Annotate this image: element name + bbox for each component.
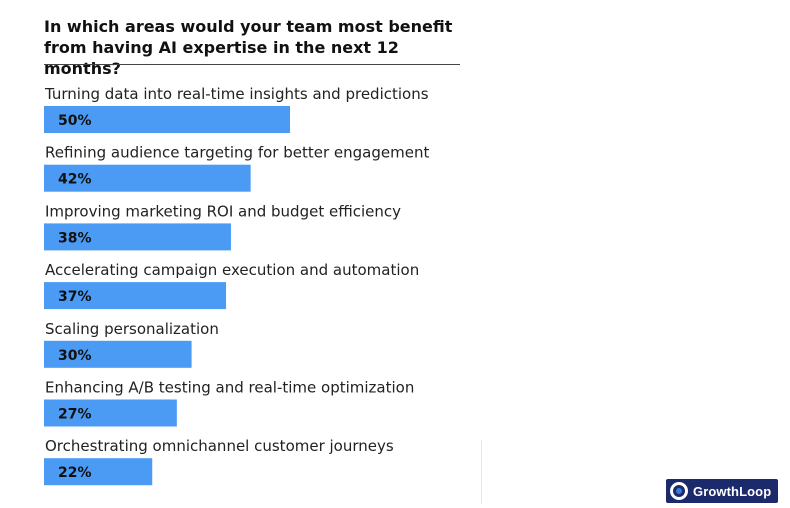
category-label: Improving marketing ROI and budget effic…	[45, 202, 401, 220]
growthloop-logo: GrowthLoop	[666, 479, 778, 503]
category-label: Orchestrating omnichannel customer journ…	[45, 437, 394, 455]
bar	[44, 399, 177, 427]
value-label: 38%	[58, 230, 92, 246]
value-label: 27%	[58, 407, 92, 423]
category-label: Turning data into real-time insights and…	[44, 85, 429, 103]
brand-name: GrowthLoop	[693, 483, 772, 499]
bar	[44, 340, 192, 368]
value-label: 22%	[58, 465, 92, 481]
bar	[44, 223, 231, 251]
category-label: Scaling personalization	[45, 320, 219, 338]
divider-line	[481, 440, 482, 504]
value-label: 30%	[58, 348, 92, 364]
bar	[44, 164, 251, 192]
category-label: Enhancing A/B testing and real-time opti…	[45, 379, 414, 397]
title-divider	[44, 64, 460, 65]
bar	[44, 282, 227, 310]
value-label: 37%	[58, 289, 92, 305]
value-label: 50%	[58, 113, 92, 129]
chart-title: In which areas would your team most bene…	[44, 17, 453, 78]
growthloop-logo-icon	[670, 482, 688, 500]
value-label: 42%	[58, 172, 92, 188]
bar	[44, 106, 290, 133]
category-label: Accelerating campaign execution and auto…	[45, 261, 419, 279]
bar	[44, 458, 153, 486]
category-label: Refining audience targeting for better e…	[45, 144, 429, 162]
